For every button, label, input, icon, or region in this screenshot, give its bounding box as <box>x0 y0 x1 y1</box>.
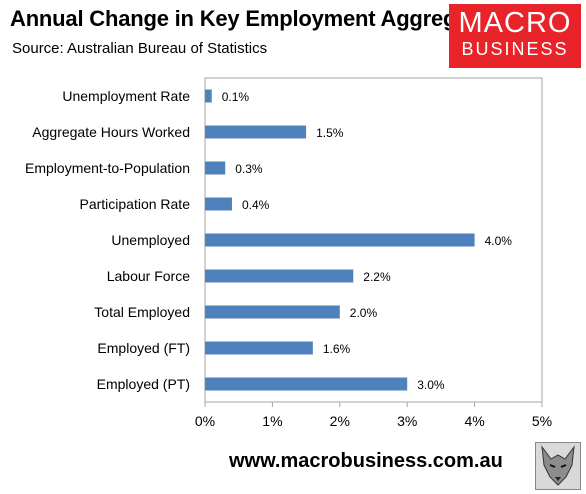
bar <box>205 269 354 283</box>
logo-line-2: BUSINESS <box>461 39 569 59</box>
data-label: 4.0% <box>485 234 513 248</box>
bar <box>205 233 475 247</box>
category-labels: Unemployment Rate Aggregate Hours Worked E… <box>25 88 190 392</box>
bar <box>205 197 232 211</box>
x-tick-label: 2% <box>330 413 350 429</box>
macrobusiness-logo: MACRO BUSINESS <box>449 4 581 68</box>
wolf-head-icon <box>535 442 581 490</box>
category-label: Unemployed <box>111 232 190 248</box>
data-label: 3.0% <box>417 378 445 392</box>
bars <box>205 89 475 391</box>
data-label: 1.5% <box>316 126 344 140</box>
category-label: Aggregate Hours Worked <box>32 124 190 140</box>
category-label: Unemployment Rate <box>62 88 190 104</box>
chart-title: Annual Change in Key Employment Aggregat… <box>10 6 500 31</box>
data-labels: 0.1% 1.5% 0.3% 0.4% 4.0% 2.2% 2.0% 1.6% 3.0% <box>222 90 513 392</box>
x-tick-label: 1% <box>262 413 282 429</box>
category-label: Employed (PT) <box>97 376 190 392</box>
x-tick-label: 4% <box>464 413 484 429</box>
bar <box>205 341 313 355</box>
category-label: Participation Rate <box>79 196 190 212</box>
data-label: 2.0% <box>350 306 378 320</box>
category-label: Labour Force <box>107 268 190 284</box>
bar <box>205 89 212 103</box>
x-tick-label: 0% <box>195 413 215 429</box>
category-label: Employed (FT) <box>97 340 190 356</box>
chart-subtitle: Source: Australian Bureau of Statistics <box>12 40 268 57</box>
data-label: 1.6% <box>323 342 351 356</box>
x-tick-label: 3% <box>397 413 417 429</box>
data-label: 0.1% <box>222 90 250 104</box>
data-label: 0.3% <box>235 162 263 176</box>
bar <box>205 377 408 391</box>
x-axis-ticks: 0% 1% 2% 3% 4% 5% <box>195 402 552 429</box>
bar <box>205 305 340 319</box>
bar <box>205 161 226 175</box>
footer-url: www.macrobusiness.com.au <box>229 450 503 472</box>
bar <box>205 125 307 139</box>
data-label: 2.2% <box>363 270 391 284</box>
logo-line-1: MACRO <box>458 7 572 39</box>
x-tick-label: 5% <box>532 413 552 429</box>
data-label: 0.4% <box>242 198 270 212</box>
category-label: Employment-to-Population <box>25 160 190 176</box>
category-label: Total Employed <box>94 304 190 320</box>
